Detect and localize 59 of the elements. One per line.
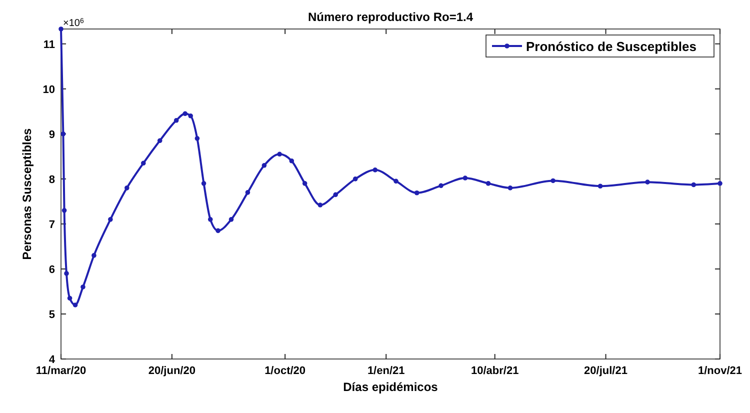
point <box>208 217 213 222</box>
x-tick-label: 1/nov/21 <box>698 365 742 377</box>
annotation: ×10$^{6}$ <box>63 18 84 29</box>
point <box>718 181 722 186</box>
point <box>188 113 194 118</box>
point <box>645 180 650 184</box>
point <box>486 181 491 186</box>
point <box>124 186 130 190</box>
point <box>245 190 250 195</box>
point <box>414 190 420 196</box>
x-tick-label: 11/mar/20 <box>36 365 86 377</box>
point <box>62 208 67 213</box>
point <box>201 181 206 186</box>
y-tick-label: 6 <box>48 264 55 276</box>
y-tick-label: 7 <box>48 218 55 231</box>
point <box>333 192 338 198</box>
y-tick-label: 5 <box>48 308 55 321</box>
point <box>550 178 556 184</box>
point <box>372 168 378 172</box>
x-axis-title: Días epidémicos <box>343 380 438 394</box>
y-tick-label: 11 <box>43 38 55 51</box>
legend-label: Pronóstico de Susceptibles <box>526 39 696 54</box>
x-tick-label: 1/en/21 <box>367 365 405 377</box>
y-tick-label: 8 <box>48 174 55 186</box>
point <box>691 182 696 188</box>
point <box>228 217 234 222</box>
point <box>216 228 220 234</box>
point <box>140 160 146 166</box>
point <box>598 184 603 189</box>
point <box>462 176 468 180</box>
point <box>289 158 294 164</box>
x-tick-label: 20/jun/20 <box>148 365 196 377</box>
x-tick-label: 10/abr/21 <box>470 365 519 377</box>
point <box>194 136 200 141</box>
point <box>157 138 162 144</box>
point <box>302 181 308 186</box>
y-axis-title: Personas Susceptibles <box>20 128 34 260</box>
point <box>72 302 78 308</box>
point <box>108 217 113 222</box>
y-tick-label: 4 <box>48 354 56 366</box>
x-tick-label: 1/oct/20 <box>264 365 306 377</box>
point <box>318 202 323 208</box>
point <box>64 271 69 276</box>
x-tick-label: 20/jul/21 <box>584 365 628 377</box>
chart-title: Número reproductivo Ro=1.4 <box>308 10 474 24</box>
y-tick-label: 10 <box>42 84 55 96</box>
point <box>182 111 188 116</box>
y-tick-label: 9 <box>48 128 55 141</box>
point <box>277 152 282 157</box>
point <box>92 253 96 258</box>
point <box>58 26 64 32</box>
point <box>174 118 179 123</box>
point <box>508 186 513 190</box>
point <box>80 284 86 290</box>
point <box>67 296 72 301</box>
point <box>352 176 358 182</box>
point <box>438 183 444 188</box>
point <box>262 163 267 168</box>
point <box>394 178 398 184</box>
